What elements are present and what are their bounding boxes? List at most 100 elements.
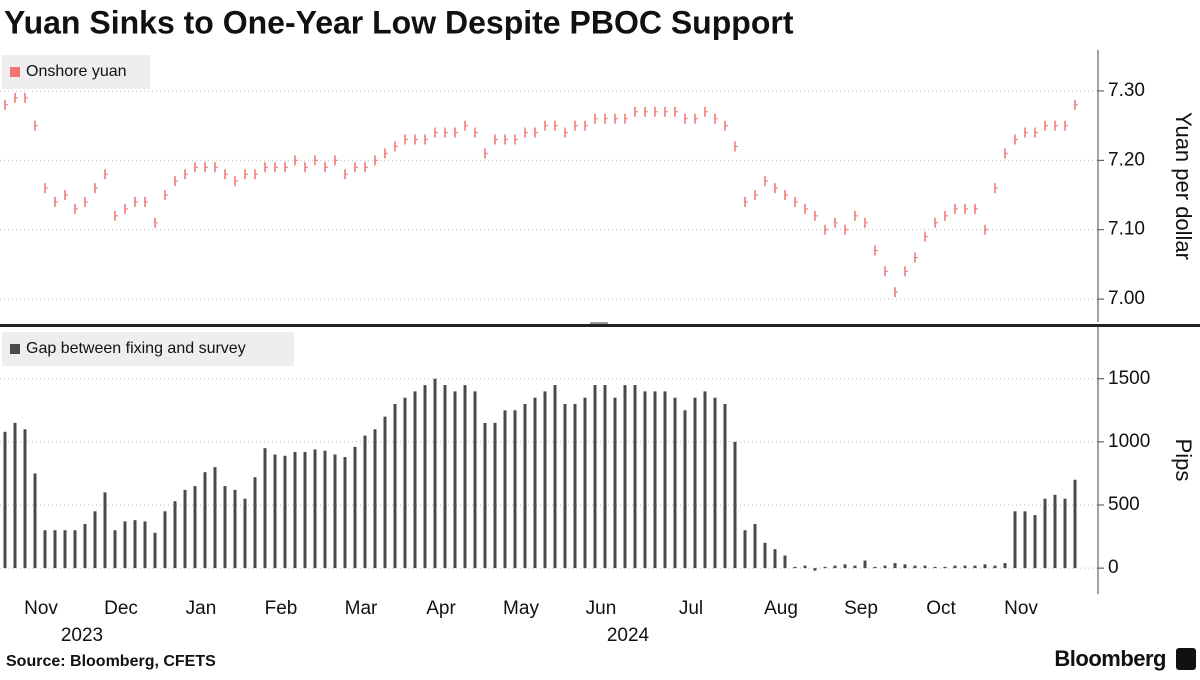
legend-swatch bbox=[10, 67, 20, 77]
bar bbox=[983, 564, 987, 569]
bar bbox=[323, 450, 327, 569]
bar bbox=[163, 511, 167, 569]
x-tick-label: Aug bbox=[764, 598, 798, 619]
x-tick-label: Jul bbox=[679, 598, 703, 619]
bar bbox=[993, 565, 997, 569]
bar bbox=[693, 397, 697, 569]
bar bbox=[3, 431, 7, 569]
bar bbox=[743, 530, 747, 569]
bar bbox=[123, 521, 127, 569]
bar bbox=[893, 563, 897, 569]
bar bbox=[713, 397, 717, 569]
bar bbox=[593, 385, 597, 569]
bar bbox=[133, 520, 137, 569]
bar bbox=[493, 422, 497, 569]
bar bbox=[673, 397, 677, 569]
bar bbox=[873, 566, 877, 569]
bar bbox=[783, 555, 787, 569]
x-tick-label: Oct bbox=[926, 598, 956, 619]
x-tick-label: Jan bbox=[186, 598, 217, 619]
bar bbox=[633, 385, 637, 569]
bar bbox=[233, 489, 237, 569]
bar bbox=[533, 397, 537, 569]
bar bbox=[703, 391, 707, 569]
bar bbox=[13, 422, 17, 569]
y-tick-label: 7.20 bbox=[1108, 149, 1145, 170]
y-axis-label: Pips bbox=[1171, 439, 1196, 482]
source: Source: Bloomberg, CFETS bbox=[6, 653, 216, 670]
x-tick-label: May bbox=[503, 598, 539, 619]
bar bbox=[183, 489, 187, 569]
bar bbox=[103, 492, 107, 569]
bar bbox=[733, 441, 737, 569]
bar bbox=[803, 565, 807, 569]
bar bbox=[143, 521, 147, 569]
bar bbox=[613, 397, 617, 569]
bar bbox=[33, 473, 37, 569]
bar bbox=[333, 454, 337, 569]
bar bbox=[413, 391, 417, 569]
panel-divider bbox=[0, 324, 1200, 327]
bar bbox=[1053, 494, 1057, 569]
bar bbox=[623, 385, 627, 569]
x-tick-label: Dec bbox=[104, 598, 138, 619]
bar bbox=[363, 435, 367, 569]
bar bbox=[173, 501, 177, 569]
bar bbox=[303, 451, 307, 569]
bar bbox=[943, 566, 947, 569]
bar bbox=[443, 385, 447, 569]
bar bbox=[213, 467, 217, 569]
bar bbox=[1013, 511, 1017, 569]
bar bbox=[353, 446, 357, 569]
bar bbox=[863, 560, 867, 569]
bar bbox=[583, 397, 587, 569]
bar bbox=[483, 422, 487, 569]
bar bbox=[763, 542, 767, 569]
bar bbox=[773, 549, 777, 569]
bar bbox=[973, 565, 977, 569]
bar bbox=[253, 477, 257, 569]
y-tick-label: 7.10 bbox=[1108, 219, 1145, 240]
bar bbox=[563, 404, 567, 569]
bar bbox=[913, 565, 917, 569]
bar bbox=[823, 566, 827, 569]
bar bbox=[73, 530, 77, 569]
bar bbox=[753, 523, 757, 569]
y-tick-label: 500 bbox=[1108, 494, 1140, 515]
bar bbox=[543, 391, 547, 569]
top-panel bbox=[0, 50, 1098, 322]
bar bbox=[503, 410, 507, 569]
bar bbox=[683, 410, 687, 569]
bar bbox=[1043, 498, 1047, 569]
legend bbox=[2, 55, 150, 89]
bar bbox=[1023, 511, 1027, 569]
y-tick-label: 7.00 bbox=[1108, 288, 1145, 309]
bar bbox=[653, 391, 657, 569]
y-axis-label: Yuan per dollar bbox=[1171, 112, 1196, 260]
x-tick-label: Apr bbox=[426, 598, 456, 619]
bar bbox=[113, 530, 117, 569]
chart-title: Yuan Sinks to One-Year Low Despite PBOC … bbox=[4, 4, 794, 40]
bar bbox=[383, 416, 387, 569]
bar bbox=[453, 391, 457, 569]
bar bbox=[93, 511, 97, 569]
bar bbox=[643, 391, 647, 569]
bar bbox=[313, 449, 317, 569]
y-tick-label: 0 bbox=[1108, 557, 1119, 578]
bar bbox=[263, 448, 267, 569]
bar bbox=[963, 565, 967, 569]
legend-label: Gap between fixing and survey bbox=[26, 340, 246, 357]
bar bbox=[853, 565, 857, 569]
bar bbox=[403, 397, 407, 569]
year-label: 2023 bbox=[61, 625, 103, 646]
bar bbox=[343, 457, 347, 569]
bar bbox=[153, 532, 157, 569]
brand: Bloomberg bbox=[1054, 646, 1166, 671]
bar bbox=[1033, 515, 1037, 569]
bar bbox=[1073, 479, 1077, 569]
bar bbox=[573, 404, 577, 569]
bar bbox=[883, 565, 887, 569]
bar bbox=[23, 429, 27, 569]
bar bbox=[793, 566, 797, 569]
